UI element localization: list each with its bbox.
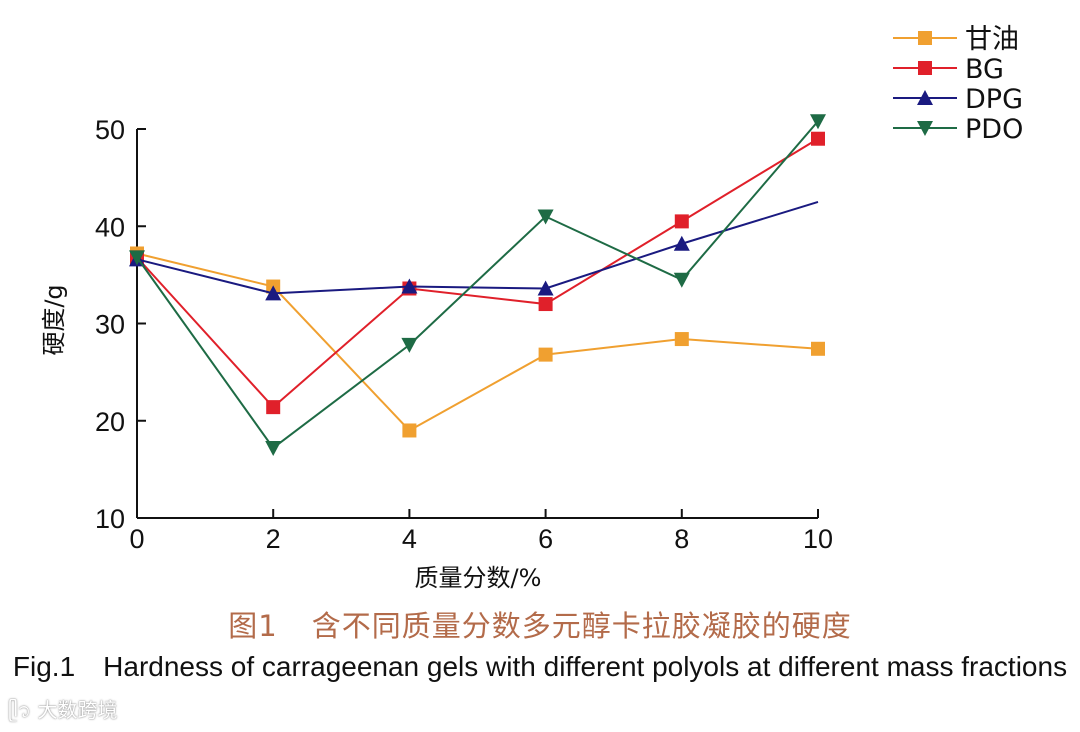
legend-item-3: PDO [893, 114, 1023, 145]
series-3-point [265, 440, 282, 456]
x-tick-label: 4 [402, 524, 417, 554]
legend-label: 甘油 [965, 24, 1019, 55]
chart-series [129, 114, 826, 456]
series-2-point [673, 235, 690, 251]
chart-ticks: 10 20 30 40 50 0 2 4 6 8 10 [95, 115, 833, 554]
caption-en-text: Hardness of carrageenan gels with differ… [103, 651, 1068, 682]
legend-item-0: 甘油 [893, 24, 1019, 55]
series-0-point [402, 423, 417, 438]
watermark-icon: ᥫ᭡ [8, 698, 32, 722]
x-tick-label: 8 [674, 524, 689, 554]
caption-cn-text: 含不同质量分数多元醇卡拉胶凝胶的硬度 [311, 609, 852, 643]
series-2-point [537, 280, 554, 296]
series-0-line [136, 252, 819, 432]
x-tick-label: 10 [803, 524, 833, 554]
watermark-text: 大数跨境 [37, 698, 118, 722]
series-2-point [401, 278, 418, 294]
series-3 [129, 114, 826, 456]
x-tick-label: 2 [266, 524, 281, 554]
chart-axes [136, 129, 818, 519]
series-2-line [136, 200, 819, 295]
legend-item-2: DPG [893, 84, 1023, 115]
y-tick-label: 50 [95, 115, 125, 145]
series-2-point [265, 285, 282, 301]
series-0-point [674, 332, 689, 347]
series-1 [130, 131, 825, 415]
y-tick-label: 10 [95, 504, 125, 534]
series-3-point [810, 114, 826, 130]
series-3-point [129, 250, 145, 266]
series-3-point [673, 272, 690, 288]
series-1-line [136, 137, 819, 409]
y-axis-title: 硬度/g [40, 284, 68, 355]
caption-en-figure-number: Fig.1 [12, 651, 76, 682]
x-axis-title: 质量分数/% [415, 564, 542, 592]
series-0 [130, 246, 825, 438]
series-0-point [538, 347, 553, 362]
legend-label: PDO [965, 114, 1023, 145]
series-1-point [674, 214, 689, 229]
figure-caption-chinese: 图1 含不同质量分数多元醇卡拉胶凝胶的硬度 [0, 603, 1080, 645]
y-tick-label: 30 [95, 310, 125, 340]
series-1-point [266, 400, 281, 415]
y-tick-label: 40 [95, 212, 125, 242]
legend-label: DPG [965, 84, 1023, 115]
legend-item-1: BG [893, 54, 1004, 85]
legend-marker [918, 61, 932, 75]
series-3-line [136, 120, 819, 450]
legend-marker [917, 90, 933, 105]
x-tick-label: 0 [129, 524, 144, 554]
x-tick-label: 6 [538, 524, 553, 554]
series-0-point [811, 341, 825, 356]
series-3-point [537, 209, 554, 225]
legend-label: BG [965, 54, 1004, 85]
series-3-point [401, 337, 418, 353]
series-1-point [538, 297, 553, 312]
watermark-logo: ᥫ᭡ 大数跨境 [8, 694, 117, 732]
legend-marker [918, 31, 932, 45]
figure-caption-english: Fig.1 Hardness of carrageenan gels with d… [0, 648, 1080, 686]
legend-marker [917, 121, 933, 136]
y-tick-label: 20 [95, 407, 125, 437]
series-1-point [811, 131, 825, 146]
caption-cn-figure-number: 图1 [228, 609, 278, 643]
